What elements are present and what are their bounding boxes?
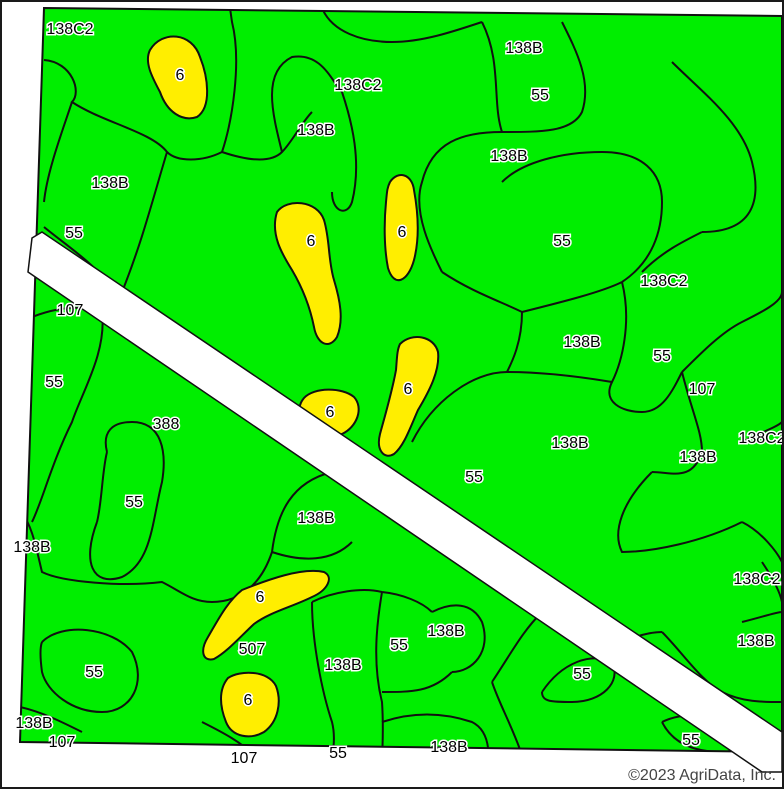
map-label: 55	[573, 666, 591, 683]
map-label: 6	[404, 381, 413, 398]
map-label: 138C2	[738, 430, 782, 447]
copyright-text: ©2023 AgriData, Inc.	[628, 767, 776, 784]
map-label: 138B	[427, 623, 464, 640]
map-label: 138C2	[334, 77, 381, 94]
soil-boundaries	[20, 8, 782, 752]
map-label: 55	[65, 225, 83, 242]
map-label: 138B	[505, 40, 542, 57]
map-label: 138B	[430, 739, 467, 756]
map-label: 107	[231, 750, 258, 767]
map-label: 138B	[15, 715, 52, 732]
pocket-3	[383, 174, 419, 282]
map-label: 138B	[297, 122, 334, 139]
map-label: 55	[682, 732, 700, 749]
map-label: 138B	[737, 633, 774, 650]
map-label: 55	[45, 374, 63, 391]
map-label: 107	[57, 302, 84, 319]
map-label: 138B	[91, 175, 128, 192]
map-label: 138B	[551, 435, 588, 452]
map-label: 138C2	[640, 273, 687, 290]
map-label: 138C2	[46, 21, 93, 38]
map-label: 55	[390, 637, 408, 654]
map-label: 55	[553, 233, 571, 250]
map-label: 138C2	[733, 571, 780, 588]
pocket-1	[146, 35, 209, 120]
map-label: 388	[153, 416, 180, 433]
map-label: 138B	[297, 510, 334, 527]
pocket-5	[378, 336, 440, 457]
map-label: 6	[176, 67, 185, 84]
map-label: 6	[244, 692, 253, 709]
map-label: 138B	[679, 449, 716, 466]
pocket-2	[273, 201, 342, 346]
map-label: 6	[256, 589, 265, 606]
map-label: 507	[239, 641, 266, 658]
map-label: 138B	[563, 334, 600, 351]
road-strip	[27, 231, 782, 773]
map-label: 138B	[324, 657, 361, 674]
map-label: 107	[49, 734, 76, 751]
soil-labels: 138C2 6 138B 55 138C2 138B 138B 138B 55 …	[12, 20, 782, 769]
map-label: 107	[689, 381, 716, 398]
map-label: 55	[329, 745, 347, 762]
map-label: 6	[398, 224, 407, 241]
pocket-6	[202, 569, 330, 661]
map-label: 138B	[13, 539, 50, 556]
map-label: 55	[653, 348, 671, 365]
pocket-7	[220, 671, 280, 738]
map-label: 6	[326, 404, 335, 421]
map-label: 55	[125, 494, 143, 511]
map-label: 55	[531, 87, 549, 104]
map-label: 138B	[490, 148, 527, 165]
map-label: 6	[307, 233, 316, 250]
map-label: 55	[85, 664, 103, 681]
map-label: 55	[465, 469, 483, 486]
